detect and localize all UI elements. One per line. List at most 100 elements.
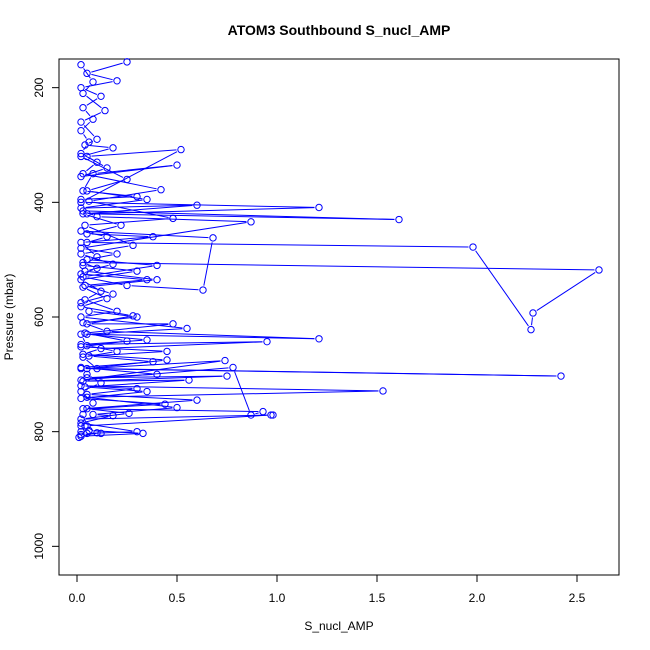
series-line-segment bbox=[85, 413, 125, 420]
series-line-segment bbox=[97, 407, 173, 415]
data-point bbox=[173, 161, 181, 169]
x-tick-label: 2.0 bbox=[469, 591, 486, 605]
series-line-segment bbox=[87, 399, 193, 409]
series-line-segment bbox=[475, 250, 529, 327]
data-point bbox=[259, 407, 267, 416]
series-line-segment bbox=[83, 125, 95, 137]
data-point bbox=[315, 335, 323, 343]
series-line-segment bbox=[89, 279, 143, 286]
series-line-segment bbox=[85, 311, 113, 317]
data-point bbox=[89, 169, 97, 178]
data-point bbox=[269, 411, 277, 419]
y-axis: 200 400 600 800 1000 bbox=[32, 77, 60, 560]
data-point bbox=[109, 290, 117, 298]
series-line-segment bbox=[83, 145, 87, 151]
data-point bbox=[101, 106, 109, 115]
series-line-segment bbox=[84, 88, 98, 95]
data-point bbox=[89, 78, 97, 86]
series-line-segment bbox=[83, 134, 87, 139]
data-point bbox=[129, 312, 137, 320]
series-line-segment bbox=[85, 433, 93, 436]
series-line-segment bbox=[91, 403, 161, 409]
data-point bbox=[133, 384, 141, 393]
data-point bbox=[81, 267, 89, 275]
series-line-segment bbox=[91, 73, 113, 81]
series-line-segment bbox=[105, 341, 263, 349]
data-point bbox=[185, 376, 193, 384]
series-line-segment bbox=[85, 333, 315, 340]
data-point bbox=[133, 267, 141, 275]
data-point bbox=[81, 221, 89, 229]
series-line-segment bbox=[89, 379, 185, 388]
series-line-segment bbox=[87, 375, 223, 382]
series-line-segment bbox=[85, 367, 153, 375]
series-line-segment bbox=[93, 311, 133, 317]
data-point bbox=[77, 244, 85, 252]
data-point bbox=[77, 432, 85, 440]
series-line-segment bbox=[91, 191, 143, 200]
series-line-segment bbox=[111, 330, 315, 340]
data-point bbox=[183, 324, 191, 333]
series-line-segment bbox=[85, 245, 129, 254]
data-point bbox=[143, 336, 151, 344]
data-point bbox=[83, 210, 91, 218]
series-line-segment bbox=[531, 317, 533, 326]
series-line-segment bbox=[87, 205, 193, 214]
series-line-segment bbox=[85, 230, 209, 239]
data-point bbox=[97, 92, 105, 100]
series-line-segment bbox=[101, 216, 247, 223]
series-line-segment bbox=[86, 98, 98, 106]
data-point bbox=[395, 215, 403, 224]
data-point bbox=[85, 138, 93, 146]
series-line-segment bbox=[87, 174, 157, 190]
series-line-segment bbox=[91, 408, 125, 414]
series-line-segment bbox=[93, 355, 149, 362]
series-line-segment bbox=[101, 368, 557, 377]
series-line-segment bbox=[86, 288, 104, 298]
data-point bbox=[93, 253, 101, 261]
data-point bbox=[77, 382, 85, 390]
data-point bbox=[89, 115, 97, 123]
data-point bbox=[77, 83, 85, 92]
data-point bbox=[77, 343, 85, 351]
series-layer bbox=[75, 58, 603, 442]
data-point bbox=[125, 409, 133, 418]
series-line-segment bbox=[93, 351, 163, 357]
data-point bbox=[77, 340, 85, 349]
data-point bbox=[199, 286, 207, 294]
data-point bbox=[163, 347, 171, 356]
series-line-segment bbox=[85, 391, 143, 399]
data-point bbox=[229, 363, 237, 372]
data-point bbox=[557, 372, 565, 380]
series-line-segment bbox=[91, 242, 469, 248]
series-line-segment bbox=[85, 148, 109, 156]
series-line-segment bbox=[88, 292, 98, 299]
data-point bbox=[77, 302, 85, 311]
data-point bbox=[109, 144, 117, 152]
data-point bbox=[139, 429, 147, 438]
data-point bbox=[529, 309, 537, 317]
series-line-segment bbox=[85, 416, 109, 423]
data-point bbox=[177, 145, 185, 154]
data-point bbox=[221, 356, 229, 365]
data-point bbox=[79, 187, 87, 195]
series-line-segment bbox=[91, 237, 103, 242]
series-line-segment bbox=[89, 333, 123, 341]
series-line-segment bbox=[85, 361, 149, 368]
series-line-segment bbox=[84, 158, 124, 178]
series-line-segment bbox=[536, 272, 596, 311]
y-tick-label: 800 bbox=[32, 421, 46, 441]
series-line-segment bbox=[86, 95, 102, 109]
data-point bbox=[79, 283, 87, 291]
series-line-segment bbox=[203, 242, 213, 286]
series-line-segment bbox=[87, 214, 117, 225]
data-point bbox=[93, 264, 101, 272]
data-point bbox=[143, 276, 151, 284]
y-tick-label: 600 bbox=[32, 307, 46, 327]
data-point bbox=[77, 276, 85, 284]
series-3 bbox=[77, 58, 277, 440]
series-line-segment bbox=[85, 271, 133, 280]
series-line-segment bbox=[86, 359, 94, 367]
series-line-segment bbox=[87, 265, 153, 277]
